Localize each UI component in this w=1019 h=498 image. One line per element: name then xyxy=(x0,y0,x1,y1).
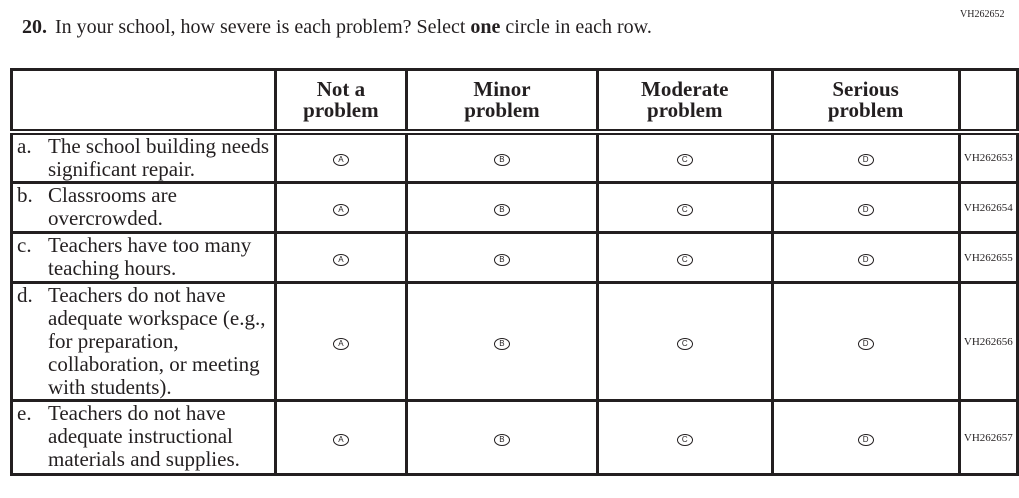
row-text: Classrooms are overcrowded. xyxy=(48,183,177,230)
response-cell: C xyxy=(595,130,774,184)
row-id: VH262656 xyxy=(957,281,1019,402)
radio-bubble-d[interactable]: D xyxy=(857,203,874,216)
row-text: Teachers have too many teaching hours. xyxy=(48,233,252,280)
row-question: d. Teachers do not have adequate workspac… xyxy=(10,281,277,402)
header-moderate-problem: Moderate problem xyxy=(595,68,774,135)
response-cell: B xyxy=(404,130,599,184)
header-id-blank xyxy=(957,68,1019,135)
question-prompt: In your school, how severe is each probl… xyxy=(55,16,471,38)
header-not-a-problem: Not a problem xyxy=(273,68,408,135)
question-number: 20. xyxy=(22,16,47,38)
radio-bubble-a[interactable]: A xyxy=(332,433,349,446)
radio-bubble-a[interactable]: A xyxy=(332,253,349,266)
radio-bubble-b[interactable]: B xyxy=(493,203,510,216)
radio-bubble-a[interactable]: A xyxy=(332,203,349,216)
row-text: Teachers do not have adequate instructio… xyxy=(48,401,240,471)
response-cell: A xyxy=(273,130,408,184)
row-id: VH262655 xyxy=(957,231,1019,284)
radio-bubble-c[interactable]: C xyxy=(676,337,693,350)
row-question: a. The school building needs significant … xyxy=(10,130,277,184)
row-letter: e. xyxy=(17,401,32,425)
response-grid: Not a problem Minor problem Moderate pro… xyxy=(10,68,1019,476)
radio-bubble-d[interactable]: D xyxy=(857,154,874,166)
row-letter: a. xyxy=(17,134,32,158)
table-row: c. Teachers have too many teaching hours.… xyxy=(10,231,1019,284)
response-cell: B xyxy=(404,399,599,476)
response-cell: D xyxy=(770,181,961,234)
table-row: e. Teachers do not have adequate instruct… xyxy=(10,399,1019,476)
header-minor-problem: Minor problem xyxy=(404,68,599,135)
response-cell: D xyxy=(770,281,961,402)
row-text: Teachers do not have adequate workspace … xyxy=(48,283,266,399)
radio-bubble-d[interactable]: D xyxy=(857,433,874,446)
response-cell: B xyxy=(404,281,599,402)
header-row: Not a problem Minor problem Moderate pro… xyxy=(10,68,1019,135)
row-letter: d. xyxy=(17,283,33,307)
radio-bubble-d[interactable]: D xyxy=(857,253,874,266)
row-question: e. Teachers do not have adequate instruct… xyxy=(10,399,277,476)
row-question: c. Teachers have too many teaching hours. xyxy=(10,231,277,284)
row-id: VH262657 xyxy=(957,399,1019,476)
question-text: 20. In your school, how severe is each pr… xyxy=(22,16,652,39)
response-cell: A xyxy=(273,281,408,402)
response-cell: D xyxy=(770,231,961,284)
response-cell: A xyxy=(273,181,408,234)
response-cell: A xyxy=(273,231,408,284)
table-row: d. Teachers do not have adequate workspac… xyxy=(10,281,1019,402)
radio-bubble-b[interactable]: B xyxy=(493,154,510,166)
question-prompt-end: circle in each row. xyxy=(500,16,652,38)
response-cell: D xyxy=(770,130,961,184)
response-cell: C xyxy=(595,399,774,476)
row-letter: c. xyxy=(17,233,32,257)
radio-bubble-c[interactable]: C xyxy=(676,154,693,166)
question-id: VH262652 xyxy=(960,9,1005,20)
radio-bubble-d[interactable]: D xyxy=(857,337,874,350)
header-blank xyxy=(10,68,277,135)
response-cell: C xyxy=(595,231,774,284)
row-question: b. Classrooms are overcrowded. xyxy=(10,181,277,234)
response-cell: A xyxy=(273,399,408,476)
table-row: b. Classrooms are overcrowded. A B C D VH26265… xyxy=(10,181,1019,234)
table-row: a. The school building needs significant … xyxy=(10,130,1019,184)
radio-bubble-b[interactable]: B xyxy=(493,433,510,446)
radio-bubble-c[interactable]: C xyxy=(676,203,693,216)
row-id: VH262653 xyxy=(957,130,1019,184)
radio-bubble-a[interactable]: A xyxy=(332,337,349,350)
response-cell: B xyxy=(404,231,599,284)
header-serious-problem: Serious problem xyxy=(770,68,961,135)
question-emphasis: one xyxy=(470,16,501,38)
radio-bubble-b[interactable]: B xyxy=(493,337,510,350)
response-cell: C xyxy=(595,281,774,402)
radio-bubble-b[interactable]: B xyxy=(493,253,510,266)
radio-bubble-a[interactable]: A xyxy=(332,154,349,166)
row-letter: b. xyxy=(17,183,33,207)
response-cell: D xyxy=(770,399,961,476)
row-id: VH262654 xyxy=(957,181,1019,234)
response-cell: C xyxy=(595,181,774,234)
response-cell: B xyxy=(404,181,599,234)
radio-bubble-c[interactable]: C xyxy=(676,253,693,266)
row-text: The school building needs significant re… xyxy=(48,134,270,181)
radio-bubble-c[interactable]: C xyxy=(676,433,693,446)
